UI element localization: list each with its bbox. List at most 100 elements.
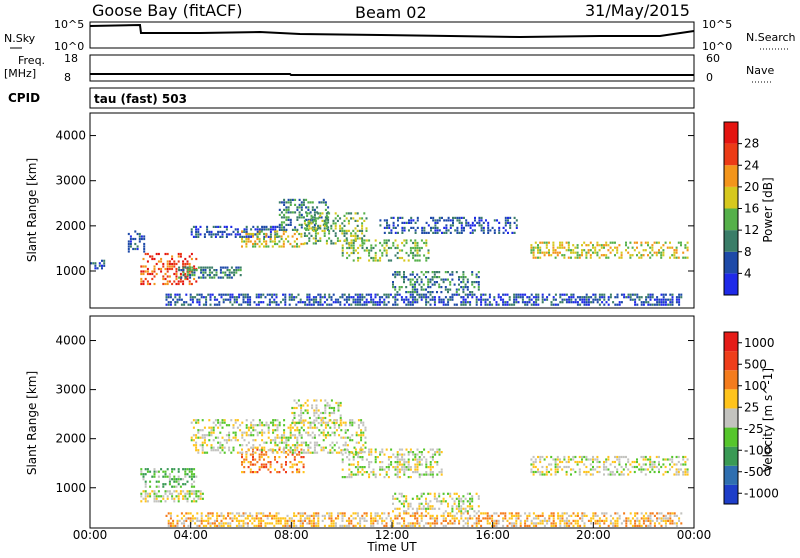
velocity-colorbar-swatch xyxy=(724,370,738,390)
noise-sky-trace xyxy=(89,23,695,39)
velocity-y-tick-label: 3000 xyxy=(55,383,86,397)
power-colorbar-tick: 20 xyxy=(744,180,759,194)
nsearch-tick-top: 10^5 xyxy=(702,18,732,31)
power-ylabel: Slant Range [km] xyxy=(25,158,39,262)
freq-panel: Freq. [MHz] 18 8 60 0 Nave xyxy=(4,52,774,84)
power-echo-region xyxy=(90,259,106,270)
freq-label-1: Freq. xyxy=(18,54,45,67)
velocity-panel: Slant Range [km] 1000 2000 3000 4000 00:00 0… xyxy=(25,315,712,554)
power-colorbar-swatch xyxy=(724,186,738,209)
freq-tick-top: 18 xyxy=(64,52,78,65)
x-tick-label: 08:00 xyxy=(274,528,309,542)
velocity-y-tick-label: 4000 xyxy=(55,334,86,348)
power-colorbar-label: Power [dB] xyxy=(761,177,775,242)
power-colorbar-tick: 28 xyxy=(744,137,759,151)
velocity-colorbar-tick: 25 xyxy=(744,400,759,414)
power-echo-region xyxy=(379,216,518,234)
noise-panel: N.Sky 10^5 10^0 10^5 10^0 N.Search xyxy=(4,18,796,53)
velocity-echo-region xyxy=(341,448,443,479)
power-colorbar-swatch xyxy=(724,230,738,252)
power-colorbar: 4 8 12 16 20 24 28 xyxy=(723,121,759,296)
station-title: Goose Bay (fitACF) xyxy=(92,1,242,20)
date-title: 31/May/2015 xyxy=(585,1,690,20)
x-tick-label: 20:00 xyxy=(576,528,611,542)
power-colorbar-swatch xyxy=(724,122,738,144)
velocity-colorbar-swatch xyxy=(724,427,738,447)
velocity-colorbar-tick: -1000 xyxy=(744,486,779,500)
cpid-value: tau (fast) 503 xyxy=(94,92,187,106)
nsearch-tick-bottom: 10^0 xyxy=(702,40,732,53)
freq-label-2: [MHz] xyxy=(4,67,36,80)
power-echo-region xyxy=(165,293,683,306)
freq-tick-bottom: 8 xyxy=(64,71,71,84)
beam-title: Beam 02 xyxy=(355,3,427,22)
velocity-colorbar-swatch xyxy=(724,408,738,428)
velocity-colorbar-label: Velocity [m s^-1] xyxy=(761,368,775,472)
power-colorbar-tick: 4 xyxy=(744,266,752,280)
power-colorbar-swatch xyxy=(724,165,738,187)
x-tick-label: 12:00 xyxy=(375,528,410,542)
power-echo-region xyxy=(341,239,430,262)
velocity-echo-field xyxy=(140,399,689,527)
time-xlabel: Time UT xyxy=(366,540,417,554)
power-colorbar-swatch xyxy=(724,251,738,274)
freq-trace xyxy=(90,73,694,76)
x-tick-label: 00:00 xyxy=(677,528,712,542)
nsearch-label: N.Search xyxy=(746,31,796,44)
velocity-echo-region xyxy=(291,399,342,425)
power-colorbar-tick: 16 xyxy=(744,202,759,216)
velocity-colorbar-tick: 100 xyxy=(744,379,767,393)
velocity-colorbar-tick: -500 xyxy=(744,465,771,479)
velocity-colorbar-tick: -25 xyxy=(744,422,764,436)
velocity-y-tick-label: 1000 xyxy=(55,481,86,495)
power-echo-region xyxy=(303,212,368,245)
velocity-colorbar-tick: 500 xyxy=(744,357,767,371)
power-y-axis: 1000 2000 3000 4000 xyxy=(55,129,694,278)
power-y-tick-label: 4000 xyxy=(55,129,86,143)
power-panel: Slant Range [km] 1000 2000 3000 4000 xyxy=(25,112,695,309)
power-colorbar-swatch xyxy=(724,143,738,166)
velocity-colorbar-swatch xyxy=(724,446,738,466)
velocity-echo-region xyxy=(530,455,689,476)
velocity-colorbar-swatch xyxy=(724,484,738,504)
nsky-label: N.Sky xyxy=(4,32,36,45)
cpid-panel: CPID tau (fast) 503 xyxy=(8,87,695,109)
cpid-label: CPID xyxy=(8,91,40,105)
nave-label: Nave xyxy=(746,64,774,77)
power-y-tick-label: 2000 xyxy=(55,219,86,233)
x-tick-label: 16:00 xyxy=(475,528,510,542)
power-echo-region xyxy=(178,266,242,279)
velocity-colorbar-tick: 1000 xyxy=(744,336,775,350)
velocity-echo-region xyxy=(241,448,305,474)
power-colorbar-swatch xyxy=(724,208,738,231)
velocity-y-tick-label: 2000 xyxy=(55,432,86,446)
power-echo-region xyxy=(530,241,689,259)
velocity-colorbar: 1000 500 100 25 -25 -100 -500 -1000 xyxy=(723,331,779,505)
power-colorbar-swatch xyxy=(724,273,738,295)
velocity-colorbar-tick: -100 xyxy=(744,443,771,457)
time-x-axis: 00:00 04:00 08:00 12:00 16:00 20:00 00:00 xyxy=(73,522,712,542)
velocity-echo-region xyxy=(165,512,683,527)
power-echo-region xyxy=(241,230,305,248)
power-echo-region xyxy=(127,230,146,253)
power-colorbar-tick: 24 xyxy=(744,158,759,172)
nsky-tick-bottom: 10^0 xyxy=(54,40,84,53)
velocity-colorbar-swatch xyxy=(724,389,738,409)
power-y-tick-label: 3000 xyxy=(55,174,86,188)
nave-tick-top: 60 xyxy=(706,52,720,65)
power-y-tick-label: 1000 xyxy=(55,264,86,278)
power-colorbar-tick: 8 xyxy=(744,245,752,259)
nsky-tick-top: 10^5 xyxy=(54,18,84,31)
velocity-y-axis: 1000 2000 3000 4000 xyxy=(55,334,694,495)
velocity-colorbar-swatch xyxy=(724,351,738,371)
velocity-echo-region xyxy=(140,490,204,503)
velocity-echo-region xyxy=(140,468,198,488)
velocity-ylabel: Slant Range [km] xyxy=(25,371,39,475)
velocity-colorbar-swatch xyxy=(724,332,738,352)
power-echo-region xyxy=(278,198,330,231)
velocity-echo-region xyxy=(392,492,480,513)
velocity-colorbar-label-text: Velocity [m s^-1] xyxy=(761,368,775,472)
x-tick-label: 00:00 xyxy=(73,528,108,542)
velocity-colorbar-swatch xyxy=(724,465,738,485)
